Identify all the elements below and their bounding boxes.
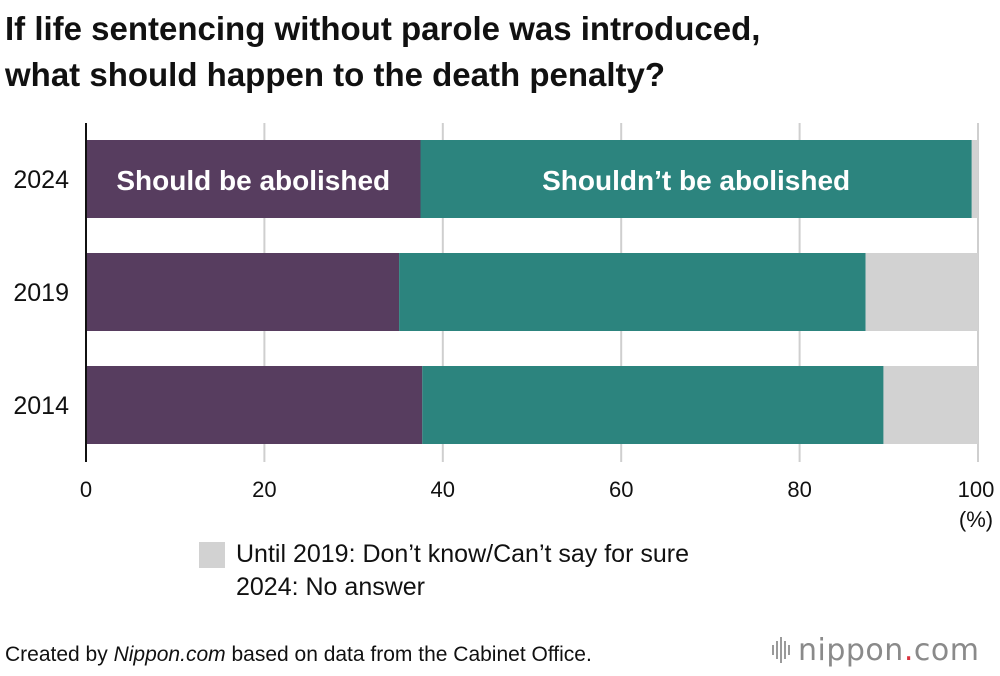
series-label-1: Shouldn’t be abolished [542,165,850,196]
legend-swatch-no-answer [199,542,225,568]
chart-title: If life sentencing without parole was in… [5,6,995,98]
bar-2019-series-1 [399,253,866,331]
x-tick-label-0: 0 [80,477,92,502]
logo-name: nippon [798,632,904,668]
category-label-2019: 2019 [13,279,69,307]
source-suffix: based on data from the Cabinet Office. [225,643,592,666]
legend-line-1: Until 2019: Don’t know/Can’t say for sur… [236,540,689,568]
category-label-2024: 2024 [13,166,69,194]
legend-label: Until 2019: Don’t know/Can’t say for sur… [236,538,856,604]
x-tick-label-60: 60 [609,477,633,502]
bar-2014-series-1 [422,366,884,444]
bar-2019-series-2 [865,253,978,331]
nippon-logo: nippon.com [772,630,979,670]
bar-2024-series-2 [971,140,978,218]
x-tick-label-80: 80 [787,477,811,502]
logo-dot: . [903,632,914,668]
source-site: Nippon.com [113,643,226,666]
bar-2014-series-2 [883,366,978,444]
series-label-0: Should be abolished [116,165,390,196]
chart-title-line-2: what should happen to the death penalty? [5,56,666,93]
bar-2014-series-0 [86,366,423,444]
source-prefix: Created by [5,643,114,666]
legend-line-2: 2024: No answer [236,573,426,601]
logo-tld: com [913,632,980,668]
nippon-logo-wordmark: nippon.com [798,633,979,668]
x-unit-label: (%) [959,507,993,532]
stacked-bar-chart: 2024 2019 2014 Should be abolished Shouldn’t… [13,123,995,532]
nippon-logo-bars-icon [772,637,790,663]
chart-title-line-1: If life sentencing without parole was in… [5,10,761,47]
x-tick-label-40: 40 [431,477,455,502]
bar-2024-series-0 [86,140,421,218]
bar-2019-series-0 [86,253,400,331]
x-tick-label-100: 100 [958,477,995,502]
source-note: Created by Nippon.com based on data from… [5,643,592,667]
x-tick-label-20: 20 [252,477,276,502]
bar-2024-series-1 [420,140,972,218]
category-label-2014: 2014 [13,392,69,420]
